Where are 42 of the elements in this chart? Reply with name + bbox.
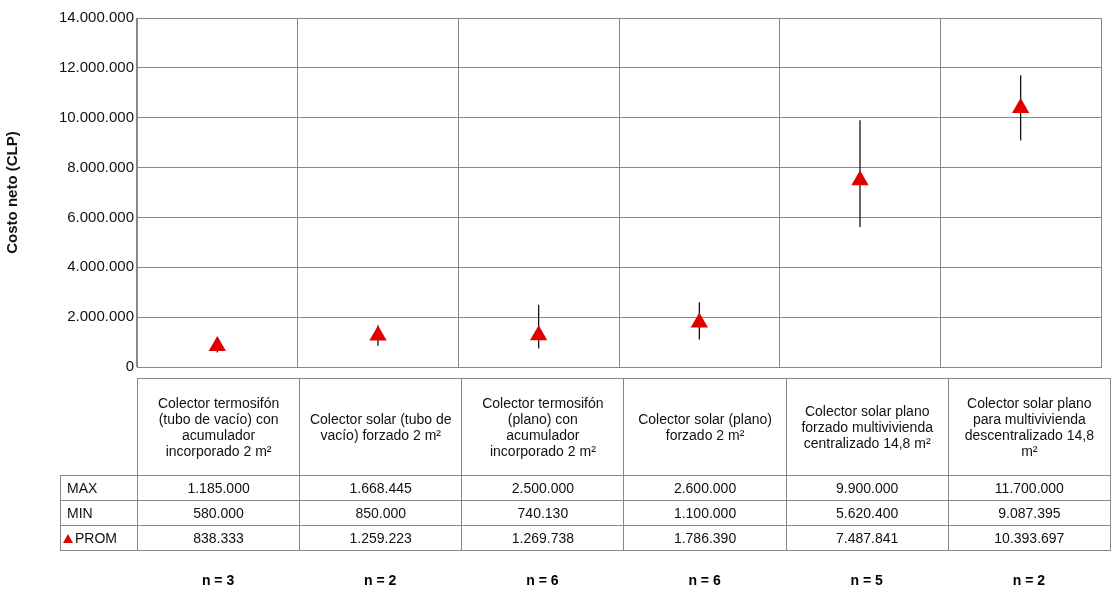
y-tick-label: 2.000.000: [67, 307, 134, 325]
data-label: 10.393.697: [948, 525, 1111, 551]
text: 2.500.000: [461, 475, 624, 501]
x-tick-label: Colector solar (tubo de vacío) forzado 2 m²: [299, 378, 462, 476]
y-tick-label: 4.000.000: [67, 257, 134, 275]
x-tick-label: Colector termosifón (plano) con acumulador incorporado 2 m²: [461, 378, 624, 476]
y-tick-label: 6.000.000: [67, 207, 134, 225]
text: 740.130: [461, 500, 624, 526]
text: 5.620.400: [786, 500, 949, 526]
x-tick-label: Colector solar plano forzado multivivienda centralizado 14,8 m²: [786, 378, 949, 476]
y-tick-label: 0: [125, 357, 134, 375]
data-label: 1.269.738: [461, 525, 624, 551]
data-label: 838.333: [137, 525, 300, 551]
text: 1.668.445: [299, 475, 462, 501]
y-tick-label: 12.000.000: [58, 58, 134, 75]
y-tick-label: 8.000.000: [67, 157, 134, 175]
text: n = 6: [525, 572, 560, 588]
text: n = 3: [200, 572, 236, 588]
text: n = 5: [849, 572, 884, 588]
text: 1.185.000: [137, 475, 300, 501]
text: 850.000: [299, 500, 462, 526]
text: MIN: [60, 500, 138, 526]
text: n = 2: [1011, 572, 1047, 588]
text: 2.600.000: [623, 475, 787, 501]
text: n = 6: [687, 572, 722, 588]
x-tick-label: Colector solar plano para multivivienda descentralizado 14,8 m²: [948, 378, 1111, 476]
data-label: 1.259.223: [299, 525, 462, 551]
legend-label: PROM: [60, 525, 138, 551]
y-axis-title: Costo neto (CLP): [3, 131, 21, 254]
text: 11.700.000: [948, 475, 1111, 501]
text: 9.087.395: [948, 500, 1111, 526]
text: MAX: [60, 475, 138, 501]
data-label: 1.786.390: [623, 525, 787, 551]
text: 580.000: [137, 500, 300, 526]
x-tick-label: Colector solar (plano) forzado 2 m²: [623, 378, 787, 476]
y-tick-label: 14.000.000: [58, 8, 134, 26]
y-tick-label: 10.000.000: [58, 107, 134, 125]
text: n = 2: [363, 572, 398, 588]
text: 1.100.000: [623, 500, 787, 526]
x-tick-label: Colector termosifón (tubo de vacío) con acumulador incorporado 2 m²: [137, 378, 300, 476]
data-label: 7.487.841: [786, 525, 949, 551]
text: 9.900.000: [786, 475, 949, 501]
